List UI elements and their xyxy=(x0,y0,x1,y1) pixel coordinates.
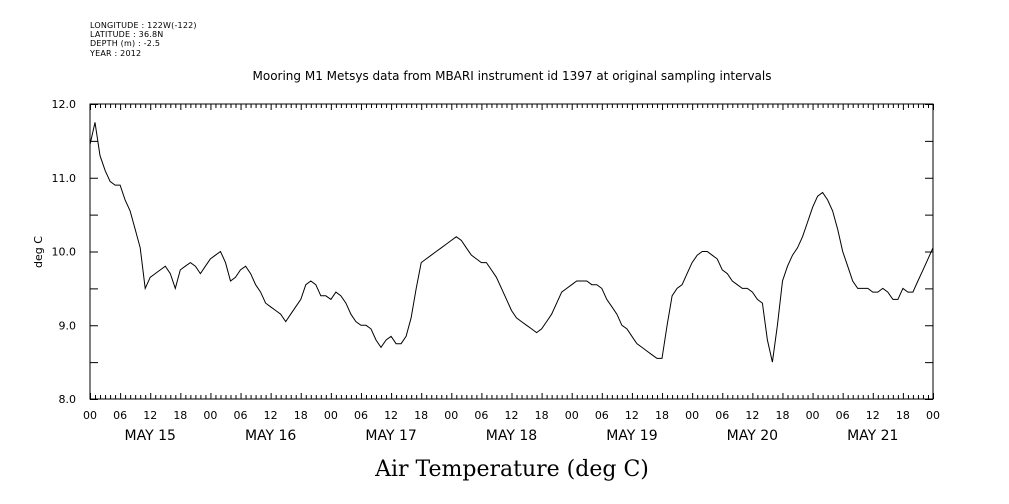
x-tick-label: 06 xyxy=(354,409,368,422)
y-tick-label: 8.0 xyxy=(59,393,77,406)
x-tick-label: 12 xyxy=(625,409,639,422)
x-tick-label: 18 xyxy=(655,409,669,422)
x-axis-day-labels: MAY 15 MAY 16 MAY 17 MAY 18 MAY 19 MAY 20 MAY … xyxy=(125,428,899,444)
y-tick-label: 9.0 xyxy=(59,319,77,332)
x-axis-hour-labels: 00 06 12 18 00 06 12 18 00 06 12 18 00 06 12 18 00 06 12 18… xyxy=(83,409,940,422)
x-tick-label: 06 xyxy=(113,409,127,422)
x-day-label: MAY 20 xyxy=(727,428,778,444)
x-tick-label: 00 xyxy=(203,409,217,422)
x-tick-label: 06 xyxy=(234,409,248,422)
x-tick-label: 18 xyxy=(535,409,549,422)
plot-frame xyxy=(89,103,934,400)
x-day-label: MAY 15 xyxy=(125,428,176,444)
x-axis-title: Air Temperature (deg C) xyxy=(374,457,649,482)
y-axis-label: deg C xyxy=(32,236,45,268)
x-day-label: MAY 17 xyxy=(365,428,416,444)
x-day-label: MAY 19 xyxy=(606,428,657,444)
x-tick-label: 12 xyxy=(384,409,398,422)
x-tick-label: 00 xyxy=(806,409,820,422)
x-tick-label: 12 xyxy=(745,409,759,422)
series-line xyxy=(89,122,934,363)
x-tick-label: 12 xyxy=(866,409,880,422)
axis-ticks xyxy=(90,104,934,400)
x-tick-label: 18 xyxy=(173,409,187,422)
x-tick-label: 00 xyxy=(444,409,458,422)
y-axis-labels: 8.0 9.0 10.0 11.0 12.0 xyxy=(52,98,77,406)
x-tick-label: 06 xyxy=(715,409,729,422)
x-tick-label: 06 xyxy=(474,409,488,422)
x-day-label: MAY 21 xyxy=(847,428,898,444)
x-tick-label: 18 xyxy=(775,409,789,422)
longitude-text: LONGITUDE : 122W(-122) xyxy=(90,21,197,30)
station-metadata: LONGITUDE : 122W(-122) LATITUDE : 36.8N … xyxy=(90,21,197,58)
x-tick-label: 00 xyxy=(324,409,338,422)
x-tick-label: 18 xyxy=(896,409,910,422)
y-tick-label: 12.0 xyxy=(52,98,77,111)
chart-title: Mooring M1 Metsys data from MBARI instru… xyxy=(253,69,772,83)
y-tick-label: 11.0 xyxy=(52,172,77,185)
latitude-text: LATITUDE : 36.8N xyxy=(90,30,164,40)
y-tick-label: 10.0 xyxy=(52,246,77,259)
x-tick-label: 12 xyxy=(505,409,519,422)
x-day-label: MAY 18 xyxy=(486,428,537,444)
x-tick-label: 06 xyxy=(836,409,850,422)
x-tick-label: 12 xyxy=(143,409,157,422)
x-tick-label: 18 xyxy=(414,409,428,422)
x-tick-label: 18 xyxy=(294,409,308,422)
x-tick-label: 00 xyxy=(83,409,97,422)
x-day-label: MAY 16 xyxy=(245,428,296,444)
x-tick-label: 12 xyxy=(264,409,278,422)
x-tick-label: 06 xyxy=(595,409,609,422)
x-tick-label: 00 xyxy=(926,409,940,422)
year-text: YEAR : 2012 xyxy=(90,48,142,58)
x-tick-label: 00 xyxy=(685,409,699,422)
depth-text: DEPTH (m) : -2.5 xyxy=(90,39,161,49)
x-tick-label: 00 xyxy=(565,409,579,422)
